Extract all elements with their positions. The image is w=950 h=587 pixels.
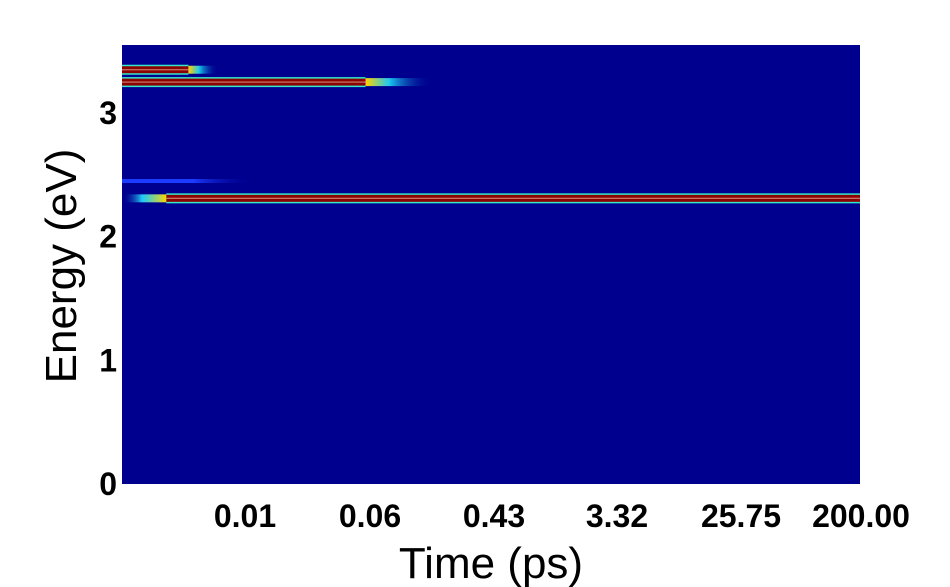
y-tick-label: 1 — [99, 342, 117, 378]
energy-band — [122, 179, 255, 184]
x-tick-label: 25.75 — [701, 498, 781, 534]
x-tick-label: 0.01 — [214, 498, 276, 534]
band-faint — [122, 179, 196, 184]
y-tick-label: 3 — [99, 95, 117, 131]
x-tick-label: 0.06 — [339, 498, 401, 534]
x-tick-label: 200.00 — [812, 498, 910, 534]
y-axis-label: Energy (eV) — [37, 149, 86, 384]
band-tail — [188, 65, 218, 74]
band-ramp — [122, 194, 167, 203]
energy-band — [122, 193, 860, 204]
x-tick-label: 3.32 — [586, 498, 648, 534]
energy-band — [122, 64, 218, 75]
x-tick-labels: 0.01 0.06 0.43 3.32 25.75 200.00 — [214, 498, 910, 534]
band-center — [122, 69, 189, 71]
plot-area — [122, 45, 860, 484]
y-tick-labels: 0 1 2 3 — [99, 95, 117, 502]
x-axis-label: Time (ps) — [399, 539, 583, 587]
band-tail — [365, 78, 432, 87]
band-center — [166, 197, 860, 199]
energy-bands — [122, 64, 860, 204]
band-tail — [195, 179, 255, 184]
y-tick-label: 2 — [99, 219, 117, 255]
energy-band — [122, 77, 432, 88]
x-tick-label: 0.43 — [463, 498, 525, 534]
y-tick-label: 0 — [99, 466, 117, 502]
band-center — [122, 81, 366, 83]
